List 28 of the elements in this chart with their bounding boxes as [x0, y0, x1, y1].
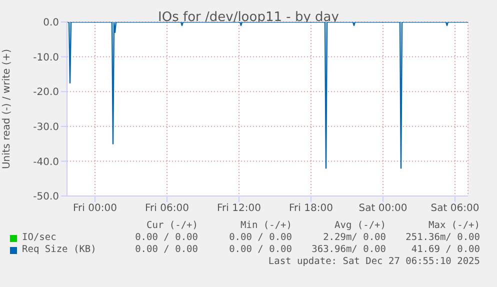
x-tick-label: Fri 18:00	[289, 203, 333, 214]
y-tick-label: 0.0	[43, 18, 59, 29]
x-tick-label: Fri 00:00	[73, 203, 117, 214]
text: 363.96m/ 0.00	[310, 244, 386, 256]
text: Avg (-/+)	[334, 220, 386, 232]
text: 251.36m/ 0.00	[404, 232, 480, 244]
legend-label: IO/sec	[21, 232, 58, 244]
text: Last update: Sat Dec 27 06:55:10 2025	[267, 256, 480, 268]
text: 41.69 / 0.00	[410, 244, 480, 256]
text: 2.29m/ 0.00	[322, 232, 386, 244]
x-tick-label: Sat 00:00	[358, 203, 408, 214]
text: 0.00 / 0.00	[228, 244, 292, 256]
y-tick-label: -20.0	[33, 87, 59, 98]
x-tick-label: Fri 06:00	[145, 203, 189, 214]
y-tick-label: -10.0	[33, 52, 59, 64]
text: 0.00 / 0.00	[228, 232, 292, 244]
y-axis-title: Units read (-) / write (+)	[2, 48, 13, 170]
y-tick-label: -40.0	[33, 156, 59, 168]
legend-label: Req Size (KB)	[21, 244, 98, 256]
text: 0.00 / 0.00	[134, 232, 198, 244]
text: 0.00 / 0.00	[134, 244, 198, 256]
text: Max (-/+)	[428, 220, 480, 232]
x-tick-label: Sat 06:00	[430, 203, 480, 214]
text: Min (-/+)	[240, 220, 292, 232]
y-tick-label: -50.0	[33, 192, 59, 203]
y-tick-label: -30.0	[33, 122, 59, 133]
text: Cur (-/+)	[146, 220, 198, 232]
x-tick-label: Fri 12:00	[217, 203, 261, 214]
